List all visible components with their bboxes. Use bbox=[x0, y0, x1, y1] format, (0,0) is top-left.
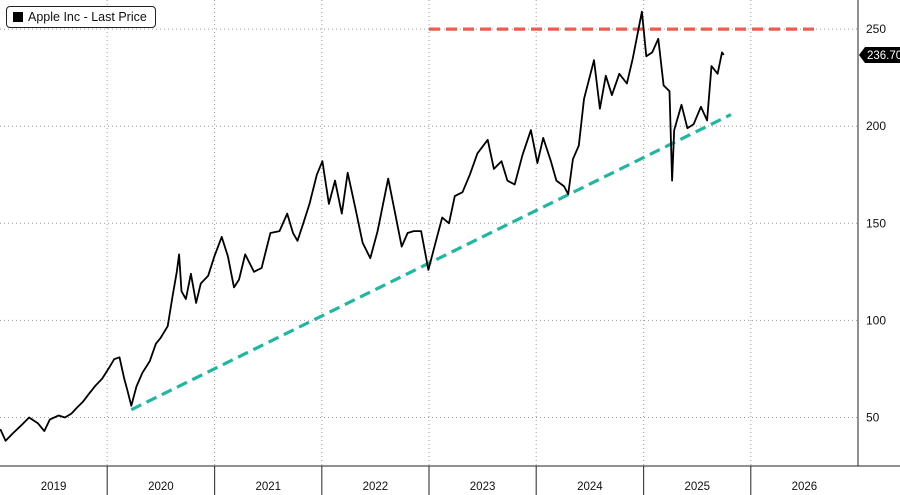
last-price-marker bbox=[859, 46, 900, 63]
legend-label: Apple Inc - Last Price bbox=[28, 10, 147, 24]
last-price-tag: 236.70 bbox=[859, 46, 900, 63]
y-tick-label: 50 bbox=[866, 410, 880, 424]
trend-lines bbox=[130, 27, 819, 412]
x-year-label: 2025 bbox=[684, 481, 710, 493]
price-line bbox=[0, 10, 725, 442]
y-tick-label: 150 bbox=[866, 216, 886, 230]
y-tick-label: 250 bbox=[866, 22, 886, 36]
x-year-label: 2020 bbox=[148, 481, 174, 493]
x-year-label: 2023 bbox=[470, 481, 496, 493]
grid bbox=[0, 0, 858, 466]
x-year-label: 2022 bbox=[363, 481, 389, 493]
trend-line bbox=[130, 113, 732, 412]
x-year-label: 2024 bbox=[577, 481, 603, 493]
x-year-label: 2026 bbox=[792, 481, 818, 493]
y-tick-label: 100 bbox=[866, 313, 886, 327]
x-year-label: 2021 bbox=[255, 481, 281, 493]
last-price-label: 236.70 bbox=[867, 50, 900, 62]
labels: 236.70 bbox=[859, 46, 900, 63]
x-year-label: 2019 bbox=[41, 481, 67, 493]
price-series bbox=[0, 10, 725, 442]
legend: Apple Inc - Last Price bbox=[6, 6, 156, 28]
y-tick-label: 200 bbox=[866, 119, 886, 133]
legend-swatch bbox=[13, 12, 23, 22]
